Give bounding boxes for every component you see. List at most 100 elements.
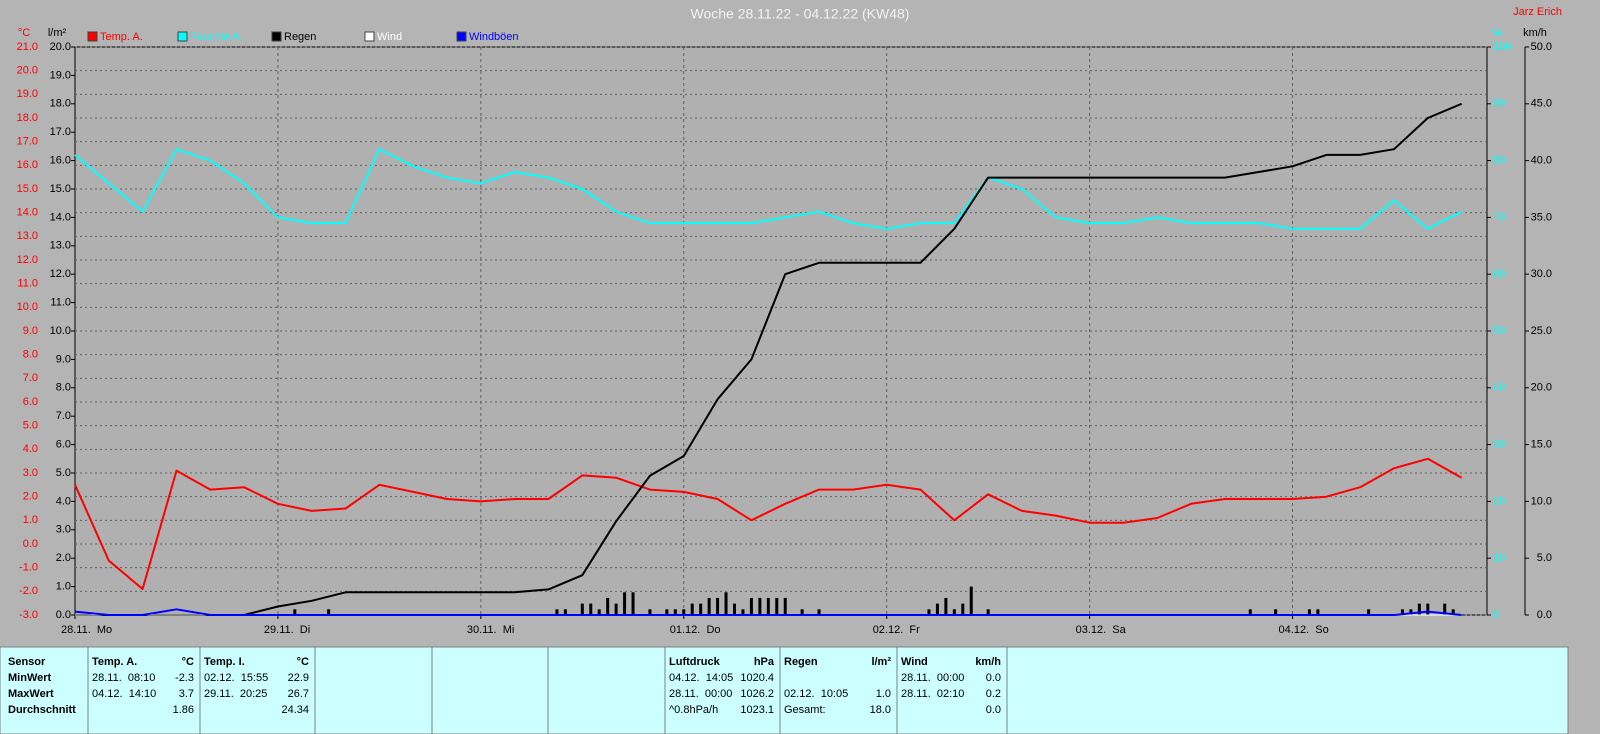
rain-bar <box>969 586 973 615</box>
cell-value: 18.0 <box>870 704 891 716</box>
cell-value: -2.3 <box>175 672 194 684</box>
rain-bar <box>724 592 728 615</box>
rain-bar <box>580 603 584 615</box>
series-line <box>74 148 1463 230</box>
y3-tick-label: 10 <box>1493 552 1505 564</box>
table-header: Temp. A. <box>92 656 137 668</box>
rain-bar <box>327 609 331 615</box>
rain-bar <box>1367 609 1371 615</box>
y-tick-label: 11.0 <box>17 278 38 290</box>
y2-tick-label: 15.0 <box>50 183 71 195</box>
series-line <box>74 608 1462 616</box>
y-tick-label: 2.0 <box>23 491 38 503</box>
y2-tick-label: 17.0 <box>50 126 71 138</box>
rain-bar <box>1316 609 1320 615</box>
rain-bar <box>1443 603 1447 615</box>
rain-bar <box>597 609 601 615</box>
y4-tick-label: 15.0 <box>1531 439 1552 451</box>
author: Jarz Erich <box>1513 6 1562 18</box>
legend-swatch <box>364 31 375 42</box>
cell-time: 29.11. 20:25 <box>204 688 267 700</box>
rain-bar <box>775 597 779 615</box>
y3-tick-label: 90 <box>1493 98 1505 110</box>
cell-value: 26.7 <box>288 688 309 700</box>
rain-bar <box>758 597 762 615</box>
y4-tick-label: 50.0 <box>1531 41 1552 53</box>
y2-tick-label: 11.0 <box>50 297 71 309</box>
table-header: Luftdruck <box>669 656 721 668</box>
cell-time: 02.12. 10:05 <box>784 688 848 700</box>
y2-tick-label: 1.0 <box>56 581 71 593</box>
cell-time: 04.12. 14:10 <box>92 688 156 700</box>
cell-value: 1023.1 <box>740 704 774 716</box>
y2-tick-label: 4.0 <box>56 495 71 507</box>
rain-bar <box>1248 609 1252 615</box>
y-tick-label: -2.0 <box>19 585 38 597</box>
y4-axis-unit: km/h <box>1523 27 1547 39</box>
rain-bar <box>749 597 753 615</box>
rain-bar <box>707 597 711 615</box>
cell-time: 04.12. 14:05 <box>669 672 733 684</box>
y2-tick-label: 6.0 <box>56 439 71 451</box>
rain-bar <box>648 609 652 615</box>
rain-bar <box>589 603 593 615</box>
y2-tick-label: 5.0 <box>56 467 71 479</box>
y2-tick-label: 14.0 <box>50 211 71 223</box>
y-tick-label: 1.0 <box>23 514 38 526</box>
series-line <box>74 457 1463 590</box>
y4-tick-label: 10.0 <box>1531 495 1552 507</box>
cell-value: 1.86 <box>173 704 194 716</box>
y4-tick-label: 30.0 <box>1531 268 1552 280</box>
rain-bar <box>783 597 787 615</box>
y2-tick-label: 9.0 <box>56 353 71 365</box>
rain-bar <box>1274 609 1278 615</box>
table-unit: l/m² <box>871 656 891 668</box>
legend-label: Windböen <box>469 31 519 43</box>
y4-tick-label: 25.0 <box>1531 325 1552 337</box>
x-tick-label: 30.11. Mi <box>467 624 515 636</box>
y-tick-label: -3.0 <box>19 609 38 621</box>
y4-tick-label: 5.0 <box>1537 552 1552 564</box>
y4-tick-label: 45.0 <box>1531 98 1552 110</box>
legend-label: Wind <box>377 31 402 43</box>
y2-tick-label: 13.0 <box>50 240 71 252</box>
y-tick-label: 8.0 <box>23 349 38 361</box>
y-tick-label: 13.0 <box>17 230 38 242</box>
rain-bar <box>986 609 990 615</box>
y4-tick-label: 40.0 <box>1531 155 1552 167</box>
y3-tick-label: 40 <box>1493 382 1505 394</box>
y2-tick-label: 0.0 <box>56 609 71 621</box>
y2-tick-label: 3.0 <box>56 524 71 536</box>
table-header: Temp. I. <box>204 656 245 668</box>
rain-bar <box>935 603 939 615</box>
y2-tick-label: 16.0 <box>50 155 71 167</box>
y3-tick-label: 0 <box>1493 609 1499 621</box>
cell-value: 24.34 <box>281 704 309 716</box>
y-tick-label: 0.0 <box>23 538 38 550</box>
y3-tick-label: 80 <box>1493 155 1505 167</box>
table-header: Regen <box>784 656 818 668</box>
y2-tick-label: 8.0 <box>56 382 71 394</box>
rain-bar <box>817 609 821 615</box>
y-tick-label: -1.0 <box>19 562 38 574</box>
x-tick-label: 29.11. Di <box>264 624 310 636</box>
rain-bar <box>699 603 703 615</box>
rain-bar <box>1307 609 1311 615</box>
y-tick-label: 17.0 <box>17 136 38 148</box>
x-tick-label: 02.12. Fr <box>873 624 920 636</box>
rain-bar <box>944 597 948 615</box>
rain-bar <box>716 597 720 615</box>
y-tick-label: 19.0 <box>17 88 38 100</box>
rain-bar <box>614 603 618 615</box>
y-tick-label: 10.0 <box>17 301 38 313</box>
y-tick-label: 5.0 <box>23 420 38 432</box>
rain-bar <box>800 609 804 615</box>
rain-bar <box>1451 609 1455 615</box>
y2-tick-label: 19.0 <box>50 69 71 81</box>
cell-value: 0.0 <box>986 704 1001 716</box>
y-tick-label: 3.0 <box>23 467 38 479</box>
row-label: MaxWert <box>8 688 54 700</box>
cell-time: 28.11. 00:00 <box>669 688 732 700</box>
summary-table <box>0 646 1569 734</box>
